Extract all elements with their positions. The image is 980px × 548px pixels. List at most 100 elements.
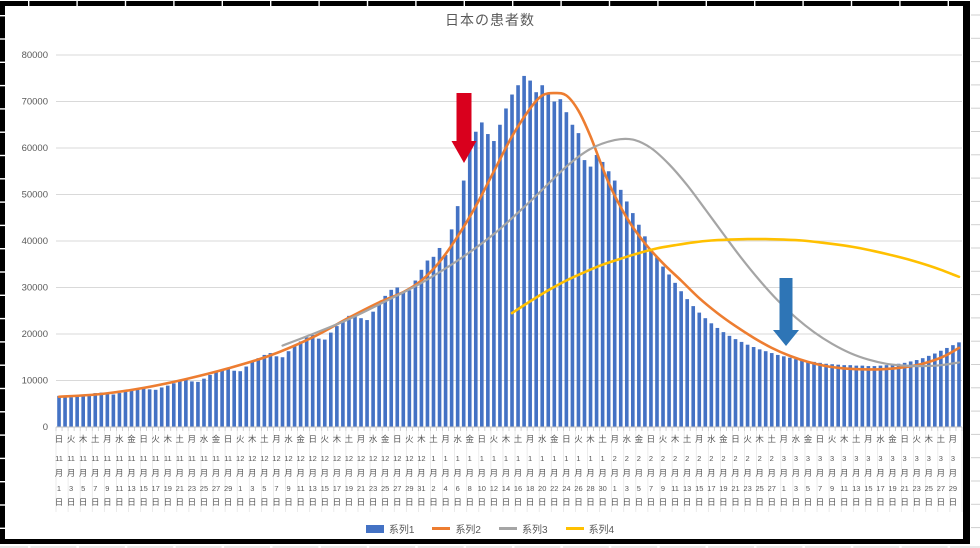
y-axis-tick-label: 80000	[22, 50, 48, 61]
legend-item-series4[interactable]: 系列4	[565, 521, 614, 536]
x-axis-label: 火 11 月 3 日	[67, 434, 76, 507]
bar	[715, 327, 720, 427]
bar	[87, 393, 92, 427]
bar	[383, 295, 387, 427]
bar	[733, 339, 738, 427]
x-axis-label: 水 3 月 17 日	[876, 434, 885, 507]
bar	[685, 299, 689, 427]
x-axis-label: 土 1 月 30 日	[598, 434, 607, 507]
bar	[135, 388, 140, 427]
bar	[480, 122, 484, 428]
bar	[643, 236, 647, 427]
y-axis-tick-label: 10000	[22, 376, 48, 387]
bar	[576, 133, 581, 427]
bar	[449, 229, 454, 427]
bar	[757, 349, 762, 427]
bar	[818, 362, 822, 427]
bar	[353, 314, 357, 427]
legend-item-series2[interactable]: 系列2	[432, 521, 481, 536]
bar	[159, 387, 164, 427]
bar	[794, 359, 798, 427]
bar	[649, 250, 653, 427]
bar	[81, 394, 85, 427]
x-axis-label: 木 11 月 5 日	[79, 434, 88, 507]
bar	[256, 358, 261, 427]
x-axis-label: 土 12 月 19 日	[345, 434, 354, 507]
bar	[93, 393, 98, 427]
bar	[359, 318, 363, 427]
x-axis-label: 水 12 月 9 日	[284, 434, 293, 507]
bar	[214, 372, 218, 427]
legend-item-series3[interactable]: 系列3	[499, 521, 548, 536]
x-axis-label: 火 12 月 29 日	[405, 434, 414, 507]
blue-down-arrow	[773, 278, 799, 346]
bar	[896, 363, 901, 427]
x-axis-label: 木 1 月 14 日	[502, 434, 511, 507]
x-axis-label: 木 3 月 25 日	[925, 434, 934, 507]
bar	[600, 161, 605, 427]
x-axis-label: 水 12 月 23 日	[369, 434, 378, 507]
bar	[232, 370, 236, 427]
x-axis-label: 土 11 月 7 日	[91, 434, 100, 507]
x-axis-label: 水 11 月 25 日	[200, 434, 209, 507]
bar	[153, 389, 158, 427]
bar	[631, 213, 635, 427]
bar	[322, 339, 327, 427]
x-axis-label: 日 1 月 10 日	[478, 434, 487, 507]
bar	[238, 371, 243, 427]
bar	[377, 303, 381, 427]
y-axis-tick-label: 70000	[22, 97, 48, 108]
annotation-arrows	[451, 93, 799, 346]
bar	[522, 75, 526, 428]
bar	[570, 124, 575, 427]
x-axis-label: 金 1 月 22 日	[550, 434, 559, 507]
y-axis-tick-label: 0	[43, 422, 48, 433]
line-series-3	[281, 137, 961, 368]
x-axis-label: 土 1 月 16 日	[514, 434, 523, 507]
x-axis-label: 火 2 月 23 日	[743, 434, 752, 507]
x-axis-label: 月 3 月 29 日	[949, 434, 958, 507]
bar	[75, 396, 79, 427]
bar	[745, 344, 750, 427]
x-axis-label: 金 11 月 27 日	[212, 434, 221, 507]
bar	[165, 385, 170, 427]
bar	[673, 282, 677, 427]
x-axis-label: 日 1 月 24 日	[562, 434, 571, 507]
legend-item-series1[interactable]: 系列1	[365, 521, 414, 536]
bar	[769, 353, 774, 427]
bar	[618, 189, 623, 427]
series3-line-swatch-icon	[499, 527, 517, 530]
bar	[661, 266, 665, 427]
bar	[637, 224, 641, 427]
x-axis-label: 土 12 月 5 日	[260, 434, 269, 507]
red-down-arrow	[451, 93, 477, 163]
spreadsheet-gridline-slivers	[0, 14, 980, 548]
x-axis-label: 月 1 月 18 日	[526, 434, 535, 507]
bar	[111, 394, 116, 427]
bar	[763, 351, 768, 427]
x-axis-label: 日 11 月 1 日	[55, 434, 64, 507]
bar	[806, 360, 810, 427]
bar	[534, 92, 538, 427]
bar	[775, 354, 780, 427]
bar	[751, 347, 756, 427]
bar	[347, 315, 351, 427]
x-axis-label: 金 2 月 19 日	[719, 434, 728, 507]
bar	[721, 332, 726, 427]
bar	[407, 290, 412, 427]
bar	[812, 361, 816, 427]
bar	[884, 365, 889, 427]
x-axis-label: 月 11 月 23 日	[188, 434, 197, 507]
bar	[123, 391, 128, 427]
x-axis-label: 木 2 月 11 日	[671, 434, 680, 507]
bar	[389, 289, 394, 427]
bar	[335, 326, 339, 427]
x-axis-label: 日 12 月 27 日	[393, 434, 402, 507]
